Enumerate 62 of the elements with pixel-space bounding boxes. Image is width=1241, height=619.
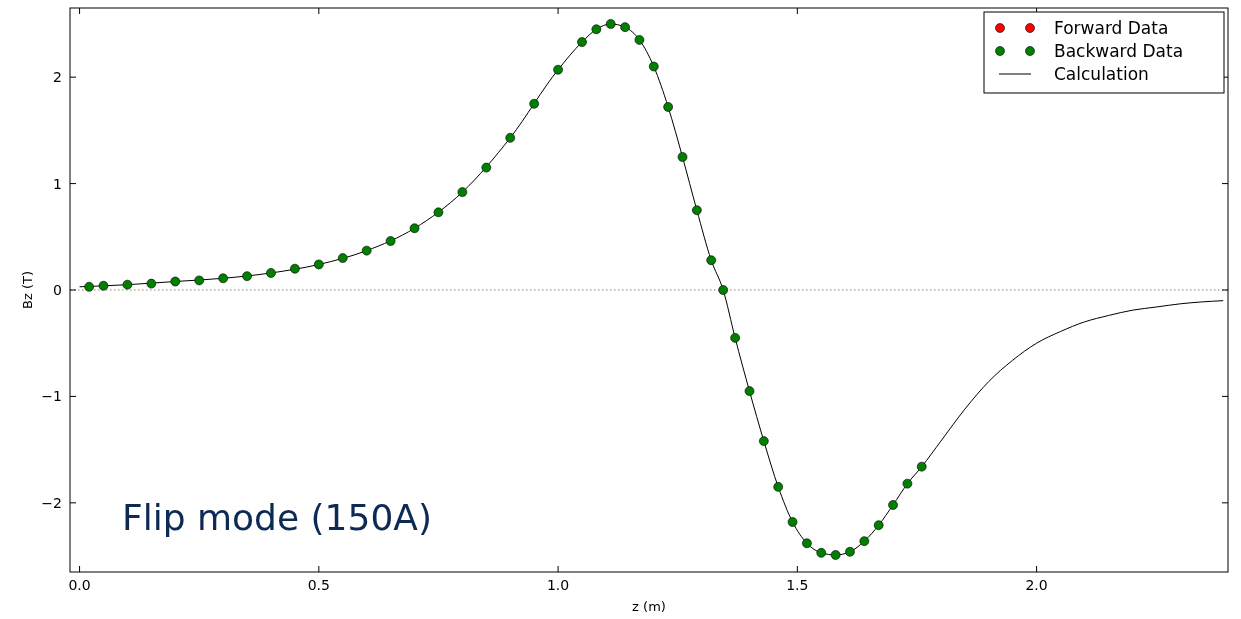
point — [337, 253, 348, 263]
x-tick-label: 0.5 — [307, 577, 330, 593]
point — [802, 538, 812, 549]
point — [591, 24, 602, 35]
point — [218, 273, 228, 284]
point — [84, 282, 94, 292]
point — [692, 205, 702, 215]
point — [266, 268, 276, 278]
point — [845, 546, 855, 557]
point — [730, 333, 740, 343]
point — [433, 207, 444, 218]
point — [773, 482, 783, 492]
point — [677, 152, 688, 162]
y-tick-label: 1 — [53, 175, 62, 192]
point — [385, 236, 396, 246]
point — [314, 259, 324, 270]
point — [816, 548, 827, 558]
point — [888, 500, 898, 510]
y-tick-label: 0 — [53, 282, 62, 298]
point — [361, 245, 372, 256]
point — [605, 19, 616, 29]
point — [577, 37, 587, 47]
y-tick-label: 2 — [53, 69, 62, 86]
y-tick-label: −1 — [41, 388, 62, 405]
point — [170, 276, 181, 287]
legend-label: Backward Data — [1054, 41, 1184, 61]
point — [481, 162, 492, 173]
point — [873, 520, 884, 530]
x-axis-title: z (m) — [632, 599, 666, 614]
point — [648, 61, 659, 72]
point — [787, 517, 798, 527]
x-tick-label: 1.5 — [786, 577, 809, 593]
annotation: Flip mode (150A) — [122, 497, 432, 538]
point — [830, 550, 841, 560]
legend-label: Calculation — [1054, 64, 1149, 84]
point — [98, 280, 109, 291]
point — [553, 64, 563, 75]
point — [242, 271, 252, 281]
point — [902, 478, 913, 489]
point — [759, 436, 769, 446]
legend-label: Forward Data — [1054, 18, 1169, 38]
point — [916, 461, 927, 472]
point — [663, 102, 673, 112]
point — [744, 386, 755, 396]
point — [146, 278, 157, 289]
point — [529, 98, 539, 109]
point — [634, 35, 645, 45]
point — [620, 22, 630, 32]
point — [290, 263, 300, 274]
x-tick-label: 1.0 — [546, 577, 570, 593]
point — [859, 536, 870, 546]
point — [122, 279, 133, 290]
point — [457, 187, 468, 197]
point — [409, 223, 420, 234]
y-axis-title: Bz (T) — [20, 271, 35, 309]
y-tick-label: −2 — [41, 494, 62, 511]
point — [706, 255, 717, 265]
point — [718, 285, 728, 295]
x-tick-label: 2.0 — [1025, 577, 1048, 593]
point — [194, 275, 204, 286]
x-tick-label: 0.0 — [68, 577, 91, 593]
point — [505, 133, 516, 143]
